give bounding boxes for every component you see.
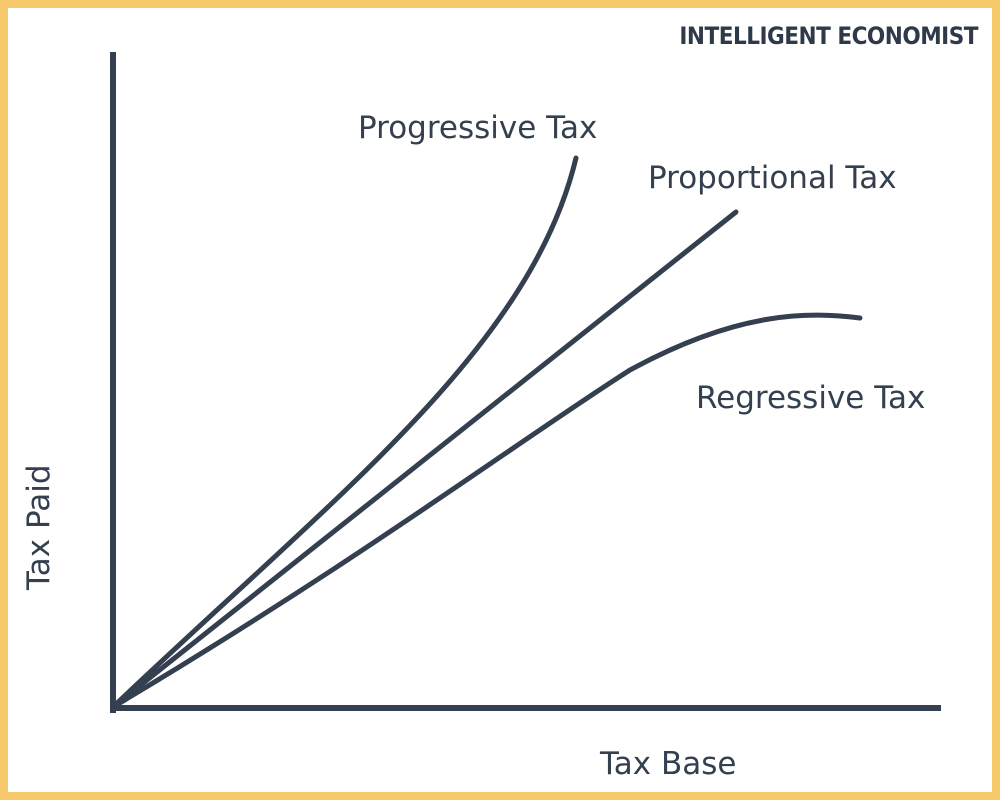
proportional-tax-label: Proportional Tax — [648, 160, 897, 196]
x-axis-label: Tax Base — [599, 746, 737, 782]
progressive-tax-label: Progressive Tax — [358, 110, 597, 146]
progressive-tax-curve — [110, 155, 579, 710]
regressive-tax-curve — [110, 312, 863, 710]
regressive-tax-label: Regressive Tax — [696, 380, 925, 416]
y-axis-label: Tax Paid — [21, 464, 57, 591]
proportional-tax-curve — [110, 209, 739, 710]
brand-logo: INTELLIGENT ECONOMIST — [679, 22, 978, 50]
